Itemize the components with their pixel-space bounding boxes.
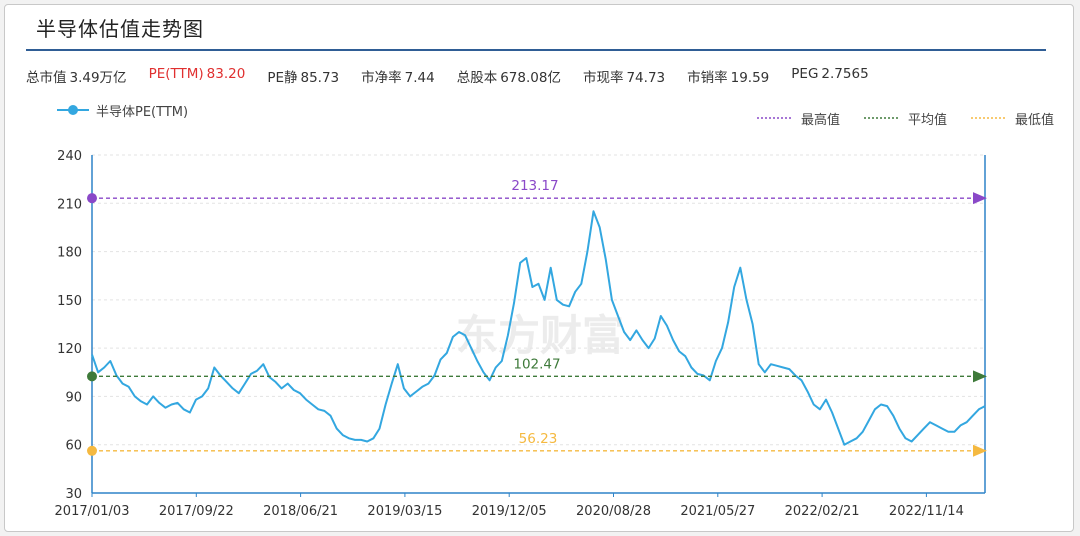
max-reference-start-dot — [87, 193, 97, 204]
stat-total-market-cap: 总市值 3.49万亿 — [26, 70, 127, 86]
avg-reference-start-dot — [87, 371, 97, 382]
y-tick-label: 180 — [57, 246, 82, 261]
x-tick-label: 2022/11/14 — [889, 504, 964, 519]
legend-min-line — [970, 117, 1007, 119]
reference-legend: 最高值 平均值 最低值 — [756, 108, 1054, 128]
stat-peg: PEG 2.7565 — [791, 66, 869, 82]
y-tick-label: 150 — [57, 294, 82, 309]
avg-reference-label: 102.47 — [513, 356, 560, 372]
stats-bar: 总市值 3.49万亿 PE(TTM) 83.20 PE静 85.73 市净率 7.44 … — [26, 66, 869, 86]
min-reference-label: 56.23 — [519, 431, 558, 447]
stat-pe-ttm: PE(TTM) 83.20 — [148, 66, 246, 82]
stat-pcf: 市现率 74.73 — [582, 70, 666, 86]
y-tick-label: 60 — [65, 439, 82, 454]
x-tick-label: 2018/06/21 — [263, 504, 338, 519]
x-tick-label: 2019/12/05 — [472, 504, 547, 519]
legend-item-min[interactable]: 最低值 — [970, 109, 1054, 128]
stat-total-shares: 总股本 678.08亿 — [456, 70, 561, 86]
x-tick-label: 2022/02/21 — [785, 504, 860, 519]
series-legend-label: 半导体PE(TTM) — [96, 104, 189, 120]
min-reference-start-dot — [87, 445, 97, 456]
x-tick-label: 2019/03/15 — [367, 504, 442, 519]
legend-min-label: 最低值 — [1014, 112, 1054, 128]
avg-reference-arrow — [973, 370, 987, 383]
y-tick-label: 90 — [65, 390, 82, 405]
series-legend-marker — [57, 105, 89, 115]
y-tick-label: 210 — [57, 197, 82, 212]
series-legend[interactable]: 半导体PE(TTM) — [56, 100, 188, 120]
max-reference-arrow — [973, 192, 987, 205]
legend-max-line — [756, 117, 793, 119]
x-tick-label: 2021/05/27 — [680, 504, 755, 519]
x-tick-label: 2017/01/03 — [55, 504, 130, 519]
stat-ps: 市销率 19.59 — [687, 70, 770, 86]
legend-item-max[interactable]: 最高值 — [756, 109, 840, 128]
page-title: 半导体估值走势图 — [36, 17, 204, 41]
legend-avg-label: 平均值 — [907, 112, 947, 128]
stat-pb: 市净率 7.44 — [361, 70, 435, 86]
max-reference-label: 213.17 — [511, 178, 558, 194]
watermark: 东方财富 — [456, 311, 624, 360]
title-divider — [26, 49, 1046, 51]
legend-max-label: 最高值 — [800, 112, 840, 128]
stat-pe-static: PE静 85.73 — [267, 70, 340, 86]
y-tick-label: 30 — [65, 487, 82, 502]
legend-avg-line — [863, 117, 900, 119]
x-tick-label: 2020/08/28 — [576, 504, 651, 519]
min-reference-arrow — [973, 444, 987, 457]
y-tick-label: 240 — [57, 149, 82, 164]
legend-item-avg[interactable]: 平均值 — [863, 109, 947, 128]
x-tick-label: 2017/09/22 — [159, 504, 234, 519]
chart-card — [4, 4, 1074, 532]
pe-ttm-series-line — [91, 210, 986, 446]
y-tick-label: 120 — [57, 342, 82, 357]
